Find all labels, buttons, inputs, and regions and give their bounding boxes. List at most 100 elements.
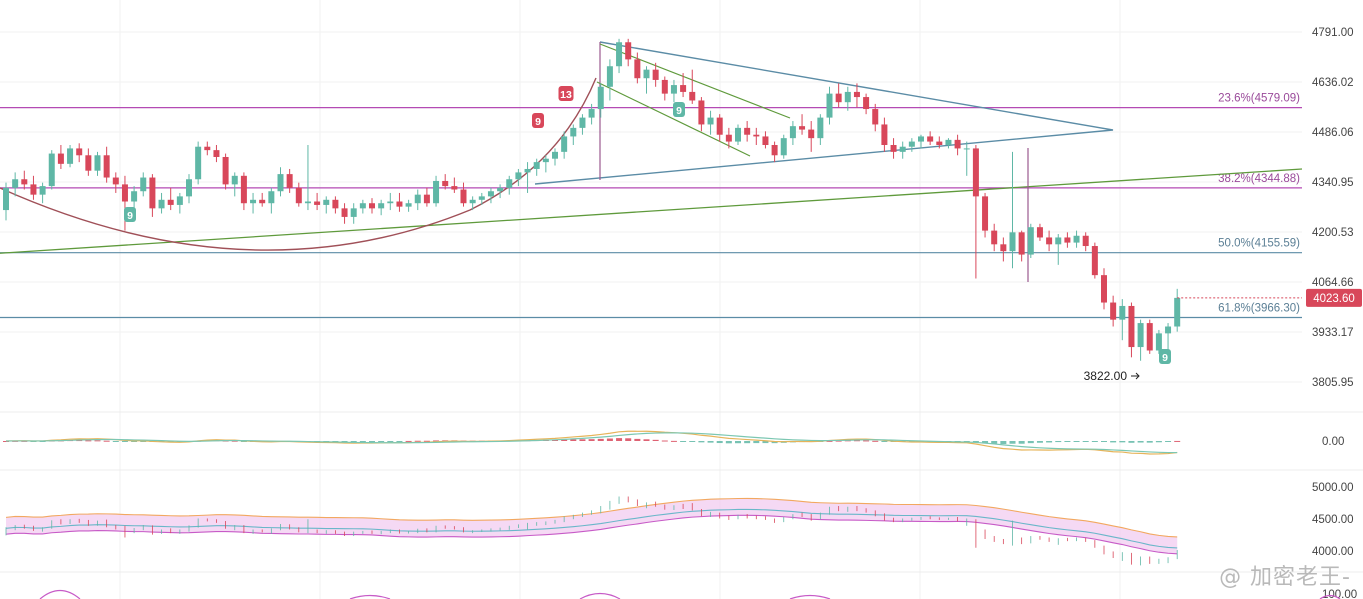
macd-bar	[835, 440, 842, 442]
candle-body	[844, 91, 851, 103]
macd-bar	[826, 440, 833, 442]
fib-label: 38.2%(4344.88)	[1218, 173, 1300, 185]
macd-bar	[616, 438, 623, 441]
macd-bar	[1027, 441, 1034, 444]
candle-body	[94, 155, 101, 171]
macd-bar	[872, 440, 879, 442]
marker-label: 9	[1162, 352, 1168, 364]
low-annotation: 3822.00	[1084, 369, 1128, 383]
macd-bar	[341, 441, 348, 442]
candle-body	[195, 146, 202, 180]
macd-bar	[3, 441, 9, 442]
macd-bar	[240, 441, 247, 442]
candle-body	[524, 168, 531, 173]
candle-body	[112, 177, 119, 185]
candle-body	[497, 187, 504, 192]
candle-body	[12, 179, 19, 188]
candle-body	[982, 196, 989, 231]
candle-body	[1091, 246, 1098, 276]
candle-body	[689, 91, 696, 101]
marker-label: 9	[127, 210, 133, 222]
macd-bar	[689, 441, 696, 442]
candle-body	[67, 148, 74, 164]
candle-body	[890, 145, 897, 152]
macd-bar	[423, 440, 430, 442]
marker-badge	[532, 113, 544, 128]
macd-bar	[661, 440, 668, 442]
candle-body	[414, 194, 421, 204]
macd-bar	[405, 440, 412, 442]
macd-bar	[1174, 440, 1181, 442]
macd-bar	[94, 440, 101, 442]
candle-body	[863, 97, 870, 110]
candle-body	[1101, 275, 1107, 303]
y-tick-label: 4064.66	[1312, 277, 1354, 289]
marker-badge	[558, 86, 574, 101]
candle-body	[853, 91, 860, 98]
candle-body	[21, 179, 28, 185]
candle-body	[1110, 302, 1117, 320]
macd-bar	[634, 438, 641, 441]
macd-bar	[1055, 441, 1062, 443]
candle-body	[1000, 244, 1007, 252]
macd-bar	[1137, 441, 1144, 443]
candle-body	[1055, 237, 1062, 245]
candle-body	[1082, 235, 1089, 247]
macd-bar	[112, 441, 119, 442]
candle-body	[506, 179, 513, 188]
macd-bar	[680, 441, 687, 442]
macd-bar	[588, 439, 595, 441]
candle-body	[515, 172, 522, 180]
macd-bar	[716, 441, 723, 444]
candle-body	[30, 184, 37, 195]
marker-label: 9	[676, 105, 682, 117]
macd-bar	[1165, 441, 1172, 442]
bands-tick: 4500.00	[1312, 514, 1354, 526]
macd-bar	[863, 440, 870, 442]
macd-bar	[396, 441, 403, 442]
candle-body	[231, 175, 238, 185]
candle-body	[1119, 305, 1126, 320]
candle-body	[487, 191, 494, 197]
candle-body	[1155, 333, 1162, 351]
candle-body	[213, 150, 220, 157]
candle-body	[835, 93, 842, 103]
macd-panel: 0.00	[3, 430, 1344, 455]
candle-body	[478, 196, 485, 200]
candle-body	[625, 42, 632, 60]
macd-bar	[1155, 441, 1162, 443]
channel-upper	[599, 43, 791, 119]
candle-body	[872, 109, 879, 125]
marker-label: 13	[560, 89, 572, 101]
candle-body	[652, 69, 659, 80]
osc-tick: 100.00	[1322, 589, 1357, 599]
candle-body	[881, 124, 888, 145]
candle-body	[725, 134, 732, 142]
macd-bar	[1046, 441, 1053, 443]
candle-body	[39, 186, 46, 195]
candle-body	[936, 141, 943, 145]
candle-body	[85, 155, 92, 171]
candle-body	[735, 127, 741, 142]
candle-body	[158, 199, 165, 209]
candle-body	[744, 127, 751, 135]
candle-body	[323, 199, 330, 205]
candle-body	[1009, 232, 1016, 252]
macd-bar	[1082, 441, 1089, 442]
candle-body	[1027, 227, 1034, 255]
y-tick-label: 4340.95	[1312, 177, 1354, 189]
candle-body	[552, 151, 558, 159]
macd-bar	[140, 441, 147, 442]
macd-bar	[1146, 441, 1153, 443]
macd-bar	[670, 440, 677, 442]
candles	[3, 38, 1181, 361]
fib-label: 61.8%(3966.30)	[1218, 303, 1300, 315]
band-mid	[5, 508, 1178, 549]
macd-tick: 0.00	[1322, 436, 1344, 448]
candle-body	[570, 127, 577, 137]
candle-body	[1174, 297, 1181, 327]
candle-body	[250, 199, 257, 204]
marker-badge	[1159, 349, 1171, 364]
candle-body	[131, 191, 138, 202]
